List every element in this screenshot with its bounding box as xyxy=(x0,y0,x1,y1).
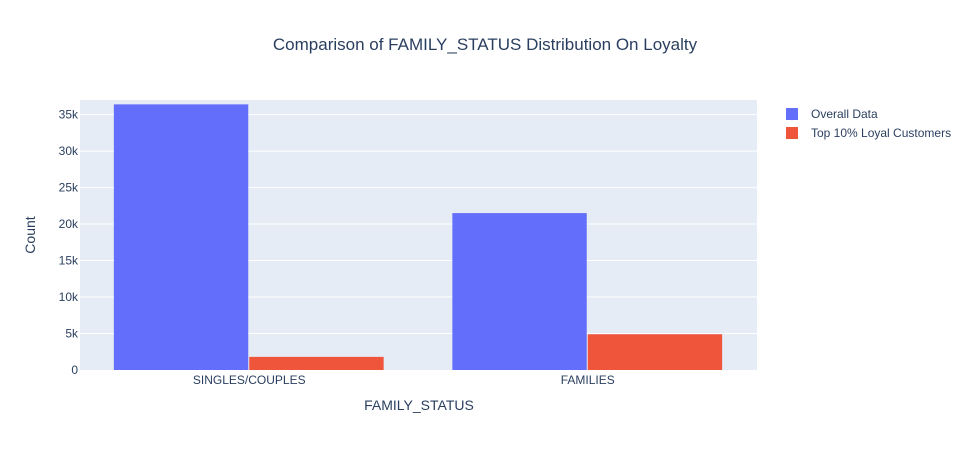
y-axis-title: Count xyxy=(22,216,38,253)
x-axis-ticks: SINGLES/COUPLES FAMILIES xyxy=(193,373,615,387)
bar-top-10-loyal-customers-families[interactable] xyxy=(587,334,723,370)
y-tick-label: 35k xyxy=(59,108,79,122)
legend-swatch xyxy=(786,108,798,120)
y-tick-label: 5k xyxy=(65,327,79,341)
x-tick-label: FAMILIES xyxy=(561,373,615,387)
x-axis-title: FAMILY_STATUS xyxy=(364,397,474,413)
y-tick-label: 0 xyxy=(71,363,78,377)
y-tick-label: 30k xyxy=(59,144,79,158)
legend-label: Top 10% Loyal Customers xyxy=(811,126,951,140)
y-tick-label: 15k xyxy=(59,254,79,268)
x-tick-label: SINGLES/COUPLES xyxy=(193,373,306,387)
y-tick-label: 25k xyxy=(59,181,79,195)
bar-overall-data-families[interactable] xyxy=(452,213,587,370)
y-tick-label: 20k xyxy=(59,217,79,231)
bar-top-10-loyal-customers-singles-couples[interactable] xyxy=(249,356,384,370)
legend-item[interactable]: Overall Data xyxy=(786,107,878,121)
legend-label: Overall Data xyxy=(811,107,878,121)
y-axis-ticks: 0 5k 10k 15k 20k 25k 30k 35k xyxy=(59,108,79,377)
y-tick-label: 10k xyxy=(59,290,79,304)
chart-title: Comparison of FAMILY_STATUS Distribution… xyxy=(273,35,698,54)
legend-item[interactable]: Top 10% Loyal Customers xyxy=(786,126,951,140)
legend-swatch xyxy=(786,127,798,139)
bar-overall-data-singles-couples[interactable] xyxy=(113,104,249,370)
bars xyxy=(113,104,723,370)
legend[interactable]: Overall Data Top 10% Loyal Customers xyxy=(786,107,951,140)
